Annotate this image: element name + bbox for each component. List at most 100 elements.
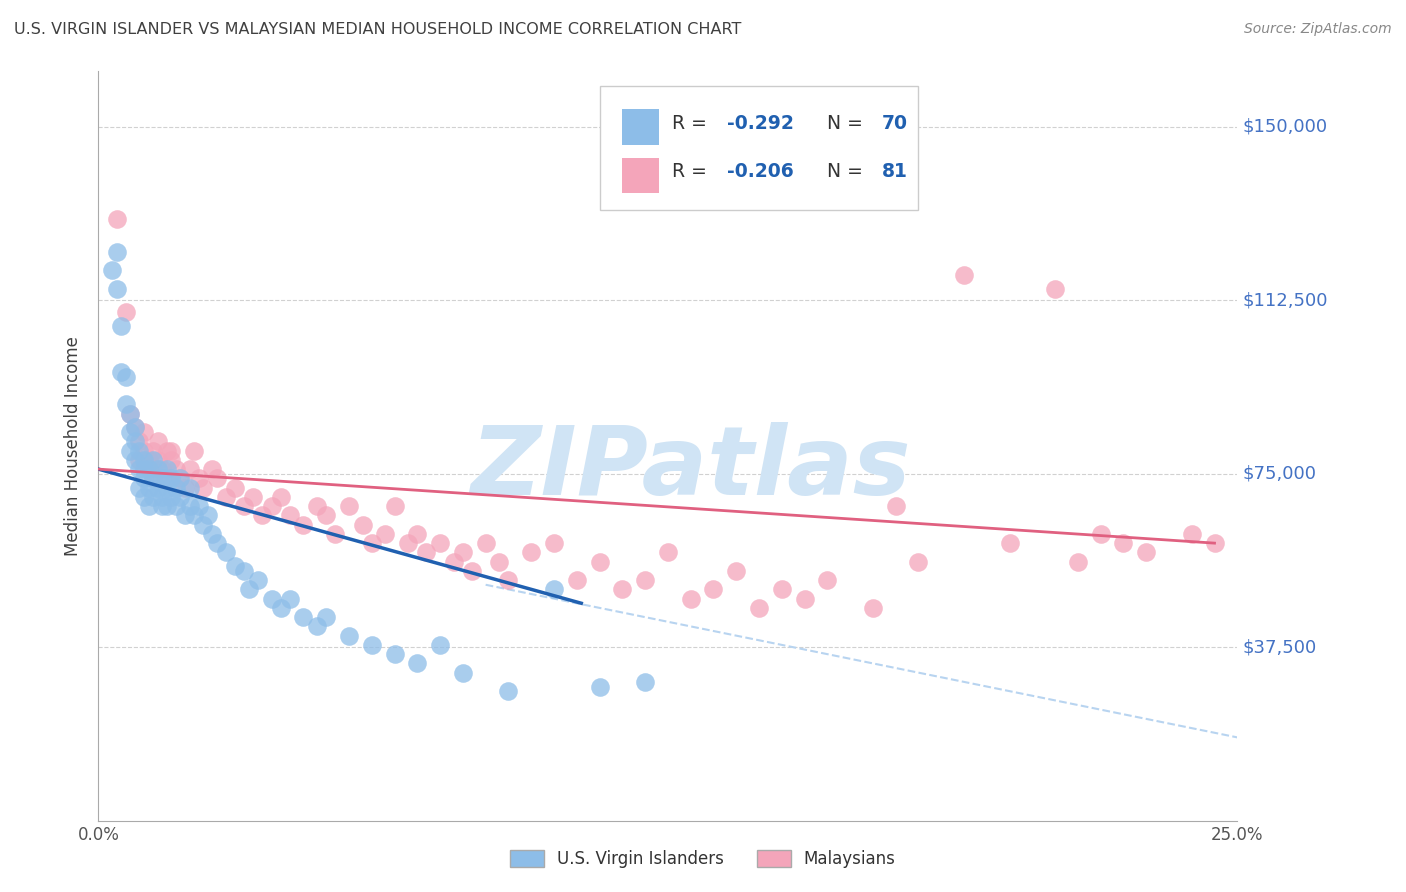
Point xyxy=(179,481,201,495)
Point xyxy=(1067,555,1090,569)
Point xyxy=(998,536,1021,550)
Text: $75,000: $75,000 xyxy=(1243,465,1317,483)
Point xyxy=(1181,527,1204,541)
Point xyxy=(884,499,907,513)
Point xyxy=(1204,536,1226,550)
Point xyxy=(205,536,228,550)
Point xyxy=(124,420,146,434)
Point xyxy=(124,453,146,467)
Point xyxy=(187,471,209,485)
Point xyxy=(242,490,264,504)
Point xyxy=(124,420,146,434)
Point xyxy=(474,536,496,550)
Text: $37,500: $37,500 xyxy=(1243,638,1317,657)
FancyBboxPatch shape xyxy=(623,109,659,145)
Point xyxy=(307,499,329,513)
Point xyxy=(101,263,124,277)
Point xyxy=(132,490,155,504)
Point xyxy=(1090,527,1112,541)
Point xyxy=(160,453,183,467)
Point xyxy=(543,582,565,597)
Point xyxy=(634,573,657,587)
Point xyxy=(160,471,183,485)
Point xyxy=(384,499,406,513)
Point xyxy=(179,462,201,476)
Point xyxy=(725,564,748,578)
Point xyxy=(793,591,815,606)
Point xyxy=(128,443,150,458)
Point xyxy=(183,443,205,458)
FancyBboxPatch shape xyxy=(623,158,659,194)
Point xyxy=(588,555,610,569)
Point xyxy=(588,680,610,694)
Point xyxy=(233,564,256,578)
Point xyxy=(429,536,451,550)
Point xyxy=(142,471,165,485)
Point xyxy=(156,471,179,485)
Point xyxy=(193,481,215,495)
Point xyxy=(315,508,337,523)
Point xyxy=(307,619,329,633)
Point xyxy=(146,481,169,495)
Point xyxy=(323,527,346,541)
Legend: U.S. Virgin Islanders, Malaysians: U.S. Virgin Islanders, Malaysians xyxy=(503,843,903,875)
Point xyxy=(146,453,169,467)
Point xyxy=(270,600,292,615)
Point xyxy=(679,591,702,606)
Point xyxy=(815,573,838,587)
Point xyxy=(174,481,197,495)
Text: $112,500: $112,500 xyxy=(1243,292,1329,310)
Point xyxy=(337,629,360,643)
Point xyxy=(224,481,246,495)
Point xyxy=(128,434,150,449)
Point xyxy=(406,527,429,541)
Point xyxy=(907,555,929,569)
Point xyxy=(215,545,238,559)
Y-axis label: Median Household Income: Median Household Income xyxy=(65,336,83,556)
Point xyxy=(260,499,283,513)
Point xyxy=(128,462,150,476)
Point xyxy=(183,508,205,523)
Point xyxy=(142,471,165,485)
Point xyxy=(205,471,228,485)
Text: 81: 81 xyxy=(882,162,908,181)
Point xyxy=(160,443,183,458)
Point xyxy=(142,443,165,458)
Point xyxy=(114,369,136,384)
Point xyxy=(246,573,269,587)
Point xyxy=(384,647,406,661)
Point xyxy=(278,591,301,606)
Point xyxy=(146,462,169,476)
Point xyxy=(124,434,146,449)
Text: N =: N = xyxy=(827,162,869,181)
Point xyxy=(488,555,510,569)
Point xyxy=(260,591,283,606)
Point xyxy=(193,517,215,532)
Point xyxy=(150,490,173,504)
Point xyxy=(201,462,224,476)
Point xyxy=(238,582,260,597)
Point xyxy=(634,674,657,689)
Point xyxy=(315,610,337,624)
FancyBboxPatch shape xyxy=(599,87,918,210)
Point xyxy=(292,517,315,532)
Point xyxy=(169,471,191,485)
Point xyxy=(451,545,474,559)
Text: ZIPatlas: ZIPatlas xyxy=(471,422,911,515)
Point xyxy=(120,443,142,458)
Point xyxy=(374,527,396,541)
Point xyxy=(657,545,679,559)
Point xyxy=(270,490,292,504)
Point xyxy=(132,425,155,439)
Point xyxy=(120,407,142,421)
Point xyxy=(770,582,793,597)
Point xyxy=(105,212,128,227)
Point xyxy=(138,453,160,467)
Point xyxy=(215,490,238,504)
Text: 70: 70 xyxy=(882,113,908,133)
Text: R =: R = xyxy=(672,162,713,181)
Point xyxy=(114,305,136,319)
Point xyxy=(543,536,565,550)
Point xyxy=(156,481,179,495)
Point xyxy=(142,490,165,504)
